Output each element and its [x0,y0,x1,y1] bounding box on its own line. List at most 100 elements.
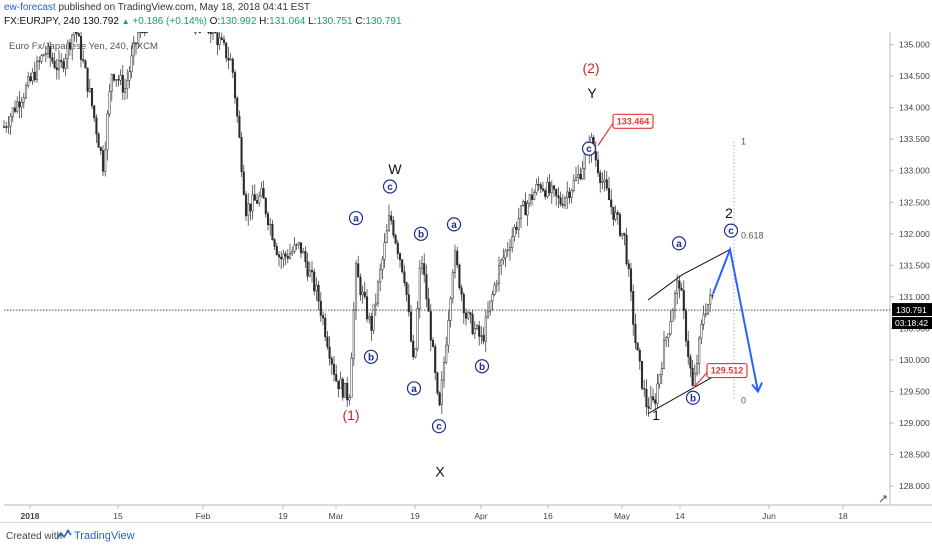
candle-body [225,42,228,59]
candle-body [24,85,28,98]
candle-body [678,280,681,289]
candle-body [77,33,80,37]
candle-body [583,154,586,170]
candle-body [519,205,523,219]
candle-body [640,360,644,389]
candle-body [20,102,23,108]
candle-body [434,346,437,373]
candle-body [220,37,223,40]
candle-body [603,179,606,182]
candle-body [629,268,633,292]
candle-body [471,314,474,335]
candle-body [442,362,446,381]
y-tick-label: 129.000 [899,418,930,428]
candle-body [669,321,672,335]
candle-body [18,101,21,108]
channel-upper-extension [681,249,731,276]
candle-body [385,230,388,243]
candle-body [601,181,604,183]
candle-body [651,396,655,401]
candle-body [207,32,210,34]
candle-body [132,42,135,57]
x-tick-label: 16 [543,511,553,520]
scroll-to-realtime-icon [879,495,887,503]
price-callout-box [706,362,748,379]
candle-body [473,328,476,335]
candle-body [68,42,72,50]
candle-body [236,97,239,117]
candle-body [638,349,641,362]
candle-body [416,308,419,350]
tradingview-brand-link[interactable]: TradingView [74,530,135,542]
tradingview-logo-icon [56,529,72,540]
wave-label: (1) [342,407,359,423]
x-tick-label: Feb [196,511,211,520]
candle-body [42,54,45,57]
candle-body [709,294,712,305]
candle-body [277,254,281,258]
author-link[interactable]: ew-forecast [4,2,56,13]
candle-body [71,34,74,50]
candle-body [73,32,76,36]
y-tick-label: 128.500 [899,450,930,460]
candle-body [438,392,441,406]
y-tick-label: 134.500 [899,71,930,81]
subwave-circle [671,236,687,251]
candle-body [354,263,358,311]
candle-body [11,107,14,117]
candle-body [464,312,468,319]
candle-body [244,194,248,217]
wave-label: 1 [652,407,660,423]
open-label: O: [209,16,221,27]
price-chart[interactable]: 135.000 134.500 134.000 133.500 133.000 132.5… [0,32,932,520]
candle-body [660,368,663,375]
candle-body [214,32,217,34]
candle-body [97,133,100,148]
candle-body [484,316,487,342]
candle-body [242,171,245,195]
candle-body [269,223,272,226]
subwave-circle [474,359,490,374]
candle-body [299,242,303,254]
candle-body [260,188,263,197]
candle-body [456,250,459,266]
candle-body [108,90,111,115]
candle-body [368,316,371,320]
subwave-circle [581,141,597,156]
candle-body [577,173,580,178]
candle-body [106,113,109,151]
price-callout-pointer [597,122,614,146]
symbol-label: FX:EURJPY, 240 [4,16,80,27]
candle-body [522,201,525,206]
countdown-label: 03:18:42 [895,318,928,328]
candle-body [649,396,652,409]
x-tick-label: Mar [329,511,344,520]
candle-body [117,79,120,81]
candle-body [302,251,305,254]
candle-body [524,201,527,216]
y-tick-label: 132.000 [899,229,930,239]
candle-body [691,367,694,386]
fib-level-label: 0.618 [741,231,764,241]
candle-body [528,194,531,204]
fib-level-label: 1 [741,136,746,146]
candle-body [695,363,699,374]
candle-body [568,191,571,199]
x-tick-label: Apr [474,511,487,520]
candle-body [427,298,430,312]
candle-body [306,261,309,277]
subwave-label: a [676,239,682,250]
candle-body [240,137,243,173]
candle-body [271,223,274,240]
candle-body [295,244,298,246]
candle-body [420,263,424,269]
candle-body [616,212,619,215]
candle-body [9,116,12,127]
candle-body [656,383,659,404]
candle-body [134,42,138,45]
candle-body [275,246,278,255]
x-tick-label: 19 [278,511,288,520]
open-value: 130.992 [220,16,257,27]
candle-body [515,226,518,230]
candle-body [313,271,316,292]
